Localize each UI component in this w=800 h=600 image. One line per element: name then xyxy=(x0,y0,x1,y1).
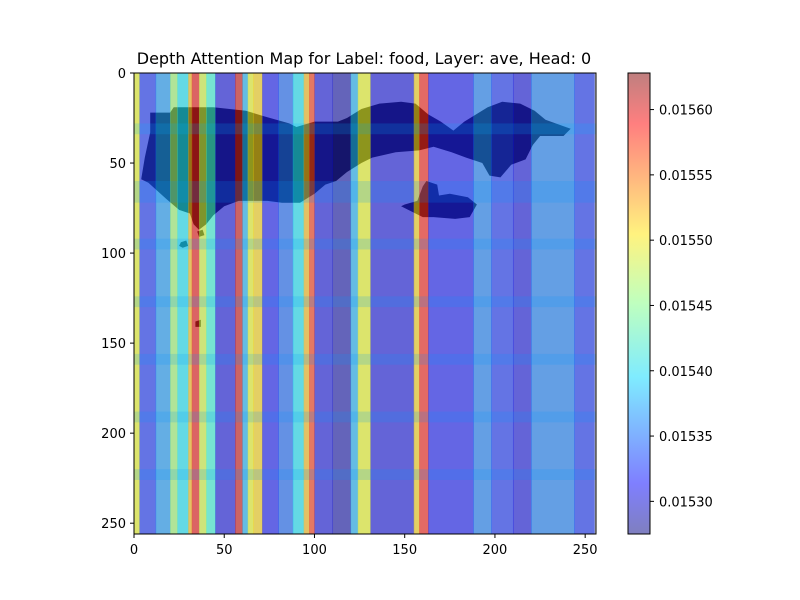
attention-band-2 xyxy=(155,73,171,534)
attention-band-5 xyxy=(188,73,193,534)
attention-row-0 xyxy=(134,123,596,135)
heatmap xyxy=(134,73,596,534)
attention-band-9 xyxy=(215,73,236,534)
attention-band-7 xyxy=(198,73,207,534)
colorbar-tick-label: 0.01555 xyxy=(659,169,713,184)
x-tick-label: 250 xyxy=(573,543,598,558)
attention-band-30 xyxy=(531,73,575,534)
attention-row-1 xyxy=(134,181,596,203)
colorbar-tick-label: 0.01530 xyxy=(659,495,713,510)
colorbar-ticks: 0.01530 0.01535 0.01540 0.01545 0.01550 0.015… xyxy=(650,104,713,510)
x-tick-label: 150 xyxy=(392,543,417,558)
attention-band-25 xyxy=(419,73,429,534)
attention-band-14 xyxy=(262,73,279,534)
attention-band-28 xyxy=(491,73,514,534)
y-tick-label: 100 xyxy=(101,247,126,262)
attention-band-27 xyxy=(473,73,492,534)
attention-row-tints xyxy=(134,123,596,480)
attention-band-6 xyxy=(191,73,200,534)
attention-band-26 xyxy=(428,73,474,534)
colorbar-tick-label: 0.01550 xyxy=(659,234,713,249)
attention-band-20 xyxy=(332,73,352,534)
plot-frame xyxy=(133,72,597,535)
attention-row-2 xyxy=(134,238,596,250)
attention-row-6 xyxy=(134,469,596,480)
attention-band-31 xyxy=(574,73,595,534)
attention-band-23 xyxy=(370,73,415,534)
colorbar-tick-label: 0.01560 xyxy=(659,104,713,119)
attention-row-5 xyxy=(134,411,596,423)
attention-band-18 xyxy=(309,73,315,534)
attention-band-0 xyxy=(134,73,140,534)
colorbar-tick-label: 0.01535 xyxy=(659,430,713,445)
attention-band-17 xyxy=(303,73,310,534)
y-tick-label: 200 xyxy=(101,427,126,442)
colorbar-gradient xyxy=(628,73,650,534)
y-tick-label: 0 xyxy=(118,67,126,82)
colorbar-tick-label: 0.01545 xyxy=(659,299,713,314)
y-tick-label: 150 xyxy=(101,337,126,352)
attention-band-12 xyxy=(247,73,254,534)
x-tick-label: 0 xyxy=(130,543,138,558)
attention-band-24 xyxy=(413,73,420,534)
attention-band-8 xyxy=(206,73,216,534)
attention-band-13 xyxy=(253,73,263,534)
attention-band-21 xyxy=(350,73,359,534)
attention-band-10 xyxy=(235,73,243,534)
attention-band-15 xyxy=(278,73,294,534)
attention-bands xyxy=(134,73,595,534)
axes: 0 50 100 150 200 250 0 50 100 150 200 250 xyxy=(101,67,597,558)
x-tick-label: 200 xyxy=(483,543,508,558)
attention-band-3 xyxy=(170,73,178,534)
attention-band-1 xyxy=(139,73,157,534)
attention-band-11 xyxy=(242,73,249,534)
attention-band-22 xyxy=(357,73,371,534)
colorbar-frame xyxy=(627,72,651,535)
attention-band-4 xyxy=(177,73,189,534)
attention-band-19 xyxy=(314,73,334,534)
colorbar-tick-label: 0.01540 xyxy=(659,365,713,380)
attention-band-16 xyxy=(292,73,305,534)
attention-band-29 xyxy=(512,73,532,534)
x-tick-label: 50 xyxy=(216,543,233,558)
y-tick-label: 50 xyxy=(109,157,126,172)
x-tick-label: 100 xyxy=(302,543,327,558)
attention-row-4 xyxy=(134,353,596,365)
attention-row-3 xyxy=(134,296,596,308)
chart-title: Depth Attention Map for Label: food, Lay… xyxy=(137,49,591,68)
colorbar: 0.01530 0.01535 0.01540 0.01545 0.01550 0.015… xyxy=(627,72,713,535)
y-tick-label: 250 xyxy=(101,517,126,532)
